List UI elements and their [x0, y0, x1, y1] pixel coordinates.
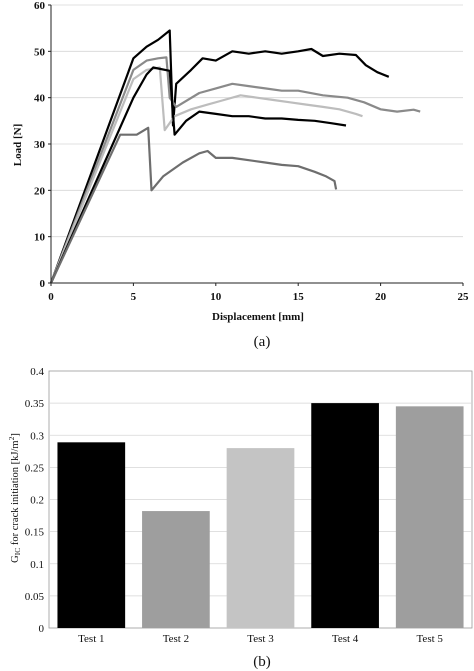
line-chart-y-tick-label: 40 — [34, 93, 46, 105]
line-chart-y-tick-label: 50 — [34, 46, 46, 58]
bar-1 — [57, 442, 126, 628]
bar-chart-x-tick-label: Test 2 — [163, 633, 189, 645]
line-series-5 — [50, 126, 338, 284]
bar-3 — [226, 448, 295, 628]
bar-chart-y-ticks: 0 0.05 0.1 0.15 0.2 0.25 0.3 0.35 0.4 — [25, 366, 45, 635]
bar-chart-y-tick-label: 0.4 — [30, 366, 44, 378]
bar-chart-bars — [57, 403, 464, 628]
bar-chart-y-axis-label: GIC for crack initiation [kJ/m2] — [7, 433, 22, 563]
panel-a-caption: (a) — [254, 334, 271, 350]
line-series-4 — [49, 66, 347, 284]
bar-chart-x-tick-label: Test 5 — [416, 633, 443, 645]
bar-chart-panel: 00.050.10.150.20.250.30.350.4 Test 1 Test… — [7, 366, 473, 670]
line-chart-y-tick-label: 60 — [34, 0, 46, 12]
line-chart-panel: 0 5 10 15 20 25 0 10 20 30 40 50 60 Displacement [m… — [12, 0, 469, 350]
line-chart-y-axis-label: Load [N] — [12, 124, 24, 166]
line-chart-y-tick-label: 10 — [34, 232, 46, 244]
bar-chart-y-tick-label: 0.2 — [30, 495, 44, 507]
bar-2 — [142, 511, 210, 628]
line-chart-axes — [48, 4, 464, 286]
panel-b-caption: (b) — [253, 654, 271, 670]
line-chart-y-tick-label: 0 — [40, 278, 46, 290]
line-chart-x-ticks: 0 5 10 15 20 25 — [48, 291, 469, 303]
line-chart-x-tick-label: 5 — [131, 291, 137, 303]
line-chart-y-ticks: 0 10 20 30 40 50 60 — [34, 0, 46, 290]
line-chart-x-tick-label: 0 — [48, 291, 54, 303]
bar-chart-y-tick-label: 0 — [39, 623, 45, 635]
line-chart-y-tick-label: 30 — [34, 139, 46, 151]
bar-chart-y-tick-label: 0.35 — [25, 398, 45, 410]
line-chart-x-tick-label: 10 — [210, 291, 222, 303]
bar-chart-x-tick-label: Test 3 — [247, 633, 274, 645]
bar-chart-y-tick-label: 0.1 — [30, 559, 44, 571]
line-chart-x-axis-label: Displacement [mm] — [212, 311, 304, 323]
line-chart-x-tick-label: 25 — [458, 291, 470, 303]
line-series-2 — [49, 56, 421, 284]
line-chart-y-tick-label: 20 — [34, 185, 46, 197]
bar-chart-x-tick-label: Test 1 — [78, 633, 104, 645]
bar-5 — [395, 406, 464, 628]
bar-chart-y-tick-label: 0.15 — [25, 527, 45, 539]
bar-chart-y-tick-label: 0.3 — [30, 430, 44, 442]
line-chart-x-tick-label: 15 — [293, 291, 305, 303]
bar-chart-x-ticks: Test 1 Test 2 Test 3 Test 4 Test 5 — [78, 633, 443, 645]
bar-4 — [311, 403, 379, 628]
bar-chart-y-tick-label: 0.05 — [25, 591, 45, 603]
bar-chart-y-tick-label: 0.25 — [25, 462, 45, 474]
line-chart-series — [49, 29, 421, 284]
line-chart-x-tick-label: 20 — [375, 291, 387, 303]
line-series-1 — [49, 29, 390, 284]
bar-chart-x-tick-label: Test 4 — [332, 633, 359, 645]
